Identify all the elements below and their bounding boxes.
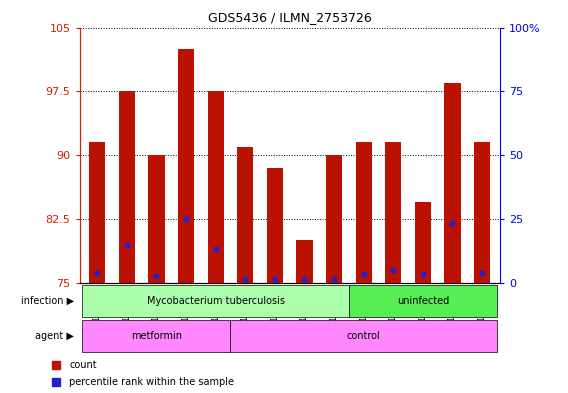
Bar xyxy=(356,143,372,283)
Bar xyxy=(444,83,461,283)
Title: GDS5436 / ILMN_2753726: GDS5436 / ILMN_2753726 xyxy=(208,11,371,24)
Text: uninfected: uninfected xyxy=(397,296,449,306)
Bar xyxy=(178,49,194,283)
Text: percentile rank within the sample: percentile rank within the sample xyxy=(69,377,234,387)
Bar xyxy=(231,320,497,352)
Bar xyxy=(237,147,253,283)
Bar xyxy=(82,320,231,352)
Bar xyxy=(326,155,342,283)
Bar xyxy=(119,92,135,283)
Bar xyxy=(415,202,431,283)
Text: infection ▶: infection ▶ xyxy=(20,296,74,306)
Text: count: count xyxy=(69,360,97,370)
Bar xyxy=(474,143,490,283)
Bar xyxy=(385,143,402,283)
Bar xyxy=(82,285,349,317)
Bar xyxy=(267,168,283,283)
Text: control: control xyxy=(347,331,381,341)
Bar xyxy=(349,285,497,317)
Bar xyxy=(89,143,106,283)
Text: agent ▶: agent ▶ xyxy=(35,331,74,341)
Text: Mycobacterium tuberculosis: Mycobacterium tuberculosis xyxy=(147,296,285,306)
Bar xyxy=(296,241,312,283)
Bar xyxy=(207,92,224,283)
Text: metformin: metformin xyxy=(131,331,182,341)
Bar xyxy=(148,155,165,283)
